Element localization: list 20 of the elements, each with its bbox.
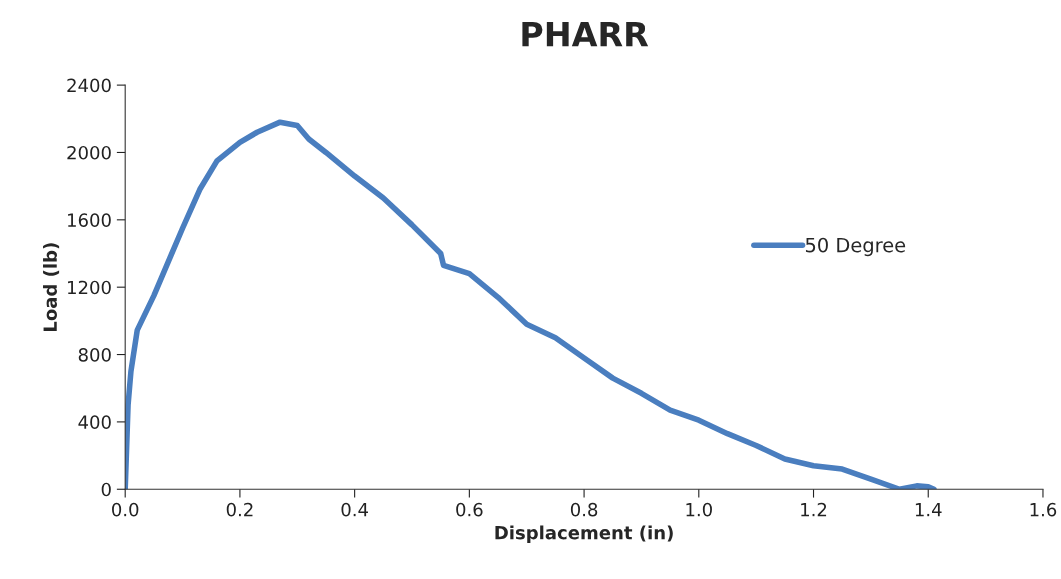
x-tick-label: 1.0 (686, 502, 712, 517)
chart-title: PHARR (522, 21, 649, 47)
x-tick-label: 0.2 (226, 502, 253, 517)
x-tick-label: 0.4 (341, 502, 368, 517)
y-tick-label: 0 (101, 482, 111, 497)
x-axis-title: Displacement (in) (495, 525, 673, 543)
y-tick-label: 400 (78, 415, 111, 430)
x-tick-label: 1.4 (915, 503, 942, 517)
x-tick-label: 1.6 (1030, 502, 1057, 517)
y-axis-title: Load (lb) (43, 243, 60, 331)
x-tick-label: 0.8 (570, 502, 598, 517)
y-tick-label: 1600 (68, 213, 111, 227)
y-tick-label: 2400 (67, 78, 111, 93)
x-tick-label: 0.6 (456, 502, 483, 517)
legend-label: 50 Degree (805, 237, 906, 257)
y-tick-label: 800 (78, 348, 111, 362)
y-tick-label: 1200 (68, 280, 111, 295)
x-tick-label: 0.0 (112, 502, 139, 517)
y-tick-label: 2000 (67, 145, 111, 160)
x-tick-label: 1.2 (801, 502, 827, 517)
